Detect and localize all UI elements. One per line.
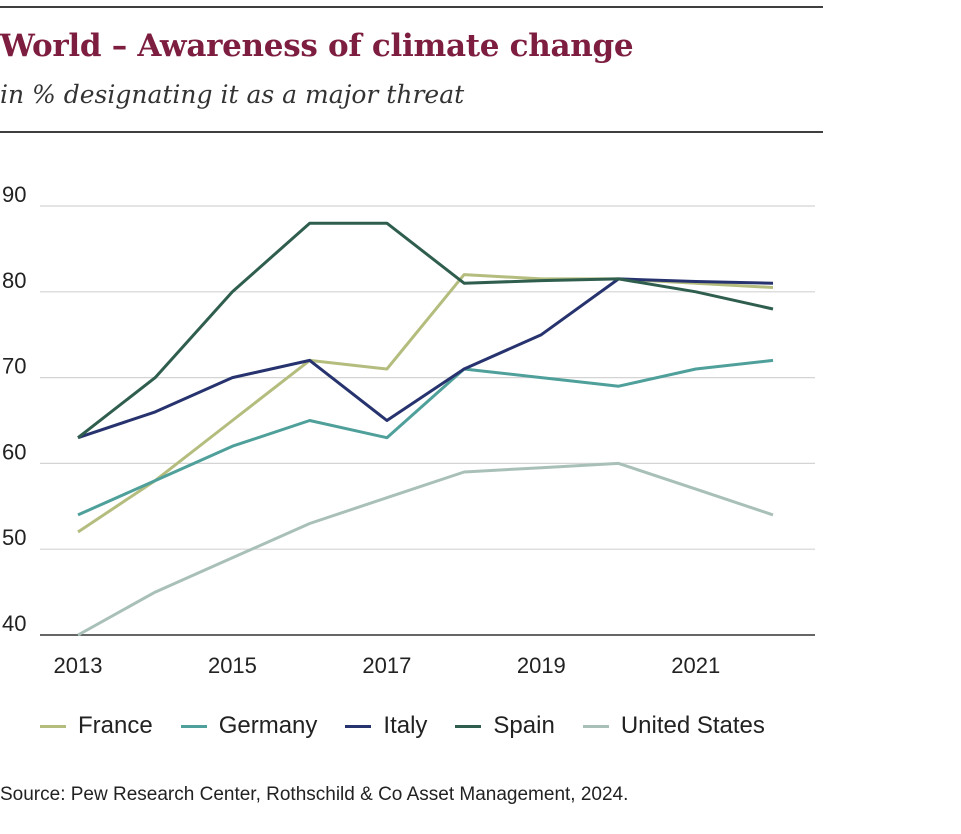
y-tick-label: 90 [2, 182, 26, 207]
legend-item: Germany [180, 712, 318, 740]
series-line-spain [77, 221, 774, 439]
legend-label: United States [620, 712, 765, 739]
legend-swatch [582, 724, 609, 728]
legend-item: France [40, 712, 153, 740]
x-tick-label: 2017 [362, 653, 411, 678]
y-tick-label: 80 [2, 268, 26, 293]
legend-swatch [345, 724, 372, 728]
x-tick-label: 2019 [517, 653, 566, 678]
series-line-united-states [77, 461, 774, 637]
y-tick-label: 70 [2, 354, 26, 379]
chart-subtitle: in % designating it as a major threat [0, 80, 465, 109]
series-line-italy [77, 277, 774, 440]
y-tick-label: 60 [2, 439, 26, 464]
chart-title: World – Awareness of climate change [0, 28, 634, 64]
legend-label: Italy [383, 712, 428, 739]
top-rule [0, 6, 823, 8]
legend-item: United States [582, 712, 765, 740]
series-lines [77, 221, 774, 637]
x-axis-ticks: 2013 2015 2017 2019 2021 [54, 653, 721, 678]
legend-label: France [78, 712, 153, 739]
legend-swatch [455, 724, 482, 728]
y-tick-label: 40 [2, 611, 26, 636]
legend-swatch [180, 724, 207, 728]
legend: France Germany Italy Spain United States [40, 712, 793, 740]
legend-swatch [40, 724, 66, 728]
x-tick-label: 2013 [54, 653, 103, 678]
x-tick-label: 2021 [671, 653, 720, 678]
legend-item: Italy [345, 712, 427, 740]
legend-label: Germany [218, 712, 318, 739]
x-tick-label: 2015 [208, 653, 257, 678]
source-note: Source: Pew Research Center, Rothschild … [0, 784, 629, 805]
legend-label: Spain [493, 712, 555, 739]
legend-item: Spain [455, 712, 555, 740]
series-line-germany [77, 358, 774, 517]
y-tick-label: 50 [2, 525, 26, 550]
y-axis-ticks: 40 50 60 70 80 90 [2, 182, 26, 636]
header-rule [0, 131, 823, 133]
grid-lines [40, 205, 815, 636]
